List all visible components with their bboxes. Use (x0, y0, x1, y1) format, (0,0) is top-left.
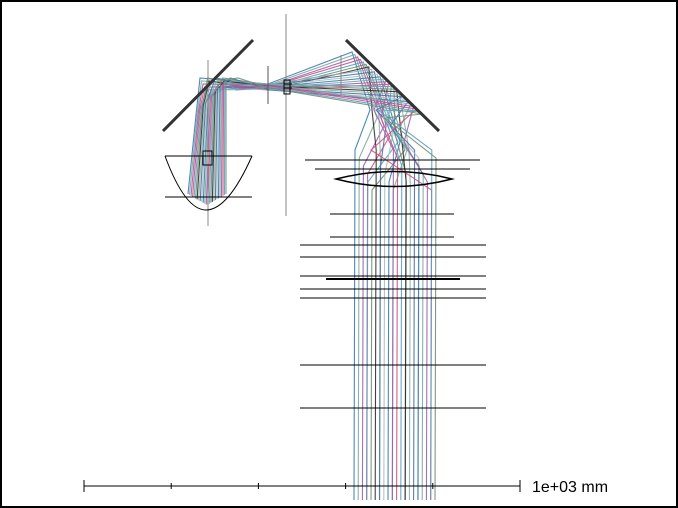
collimator-lens (333, 170, 455, 188)
ray-trace (220, 83, 428, 501)
ray-trace (225, 77, 437, 501)
fold-mirror-right (344, 38, 441, 133)
ray-fan (187, 51, 437, 501)
ray-trace (192, 58, 392, 501)
optical-elements (161, 14, 486, 409)
ray-trace (204, 78, 408, 501)
scale-bar: 1e+03 mm (83, 479, 608, 496)
scale-bar-ticks (83, 480, 521, 492)
ray-trace (198, 68, 381, 501)
ray-trace (223, 80, 433, 501)
ray-trace (199, 71, 387, 501)
ray-trace (188, 53, 378, 501)
primary-mirror-surface (164, 155, 253, 211)
primary-mirror-marker (202, 150, 213, 166)
fold-mirror-left (161, 38, 255, 133)
ray-trace (202, 76, 401, 501)
field-stop-box (283, 79, 291, 95)
ray-trace (193, 61, 399, 501)
ray-trace (187, 51, 371, 501)
ray-trace (190, 56, 385, 501)
scale-bar-label: 1e+03 mm (532, 479, 608, 496)
